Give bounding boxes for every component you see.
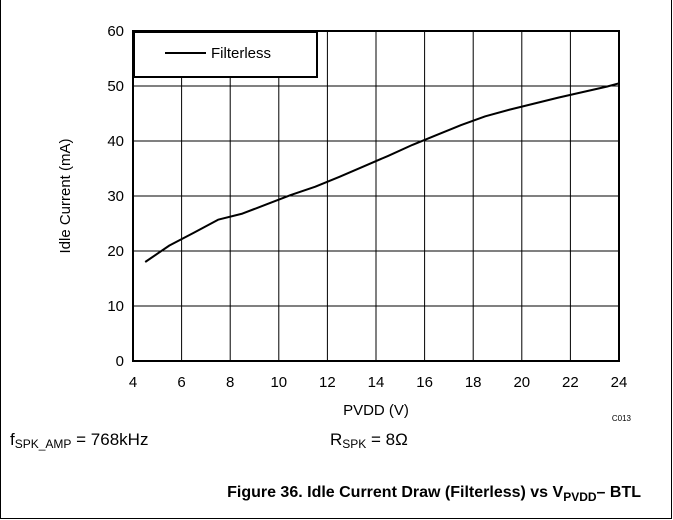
x-tick-label: 8 xyxy=(226,374,234,391)
x-tick-label: 14 xyxy=(368,374,385,391)
y-tick-label: 10 xyxy=(107,298,124,315)
caption-subscript: PVDD xyxy=(563,490,597,504)
frequency-symbol: f xyxy=(10,430,15,449)
legend: Filterless xyxy=(133,31,318,78)
x-tick-label: 10 xyxy=(270,374,287,391)
y-tick-label: 50 xyxy=(107,78,124,95)
caption-suffix: – BTL xyxy=(596,484,641,501)
y-tick-label: 30 xyxy=(107,188,124,205)
y-tick-label: 20 xyxy=(107,243,124,260)
x-tick-labels: 4 6 8 10 12 14 16 18 20 22 24 xyxy=(129,374,628,391)
series-layer xyxy=(144,82,620,263)
load-condition: RSPK = 8Ω xyxy=(330,430,408,451)
load-symbol: R xyxy=(330,430,343,449)
figure-caption: Figure 36. Idle Current Draw (Filterless… xyxy=(227,484,641,504)
x-tick-label: 4 xyxy=(129,374,137,391)
y-tick-labels: 0 10 20 30 40 50 60 xyxy=(107,23,124,370)
x-tick-label: 24 xyxy=(611,374,628,391)
y-axis-label: Idle Current (mA) xyxy=(57,138,74,253)
plot-border xyxy=(132,30,620,362)
legend-box xyxy=(133,31,318,78)
x-axis-label: PVDD (V) xyxy=(343,402,409,419)
x-tick-label: 18 xyxy=(465,374,482,391)
x-tick-label: 20 xyxy=(513,374,530,391)
y-tick-label: 0 xyxy=(116,353,124,370)
x-tick-label: 6 xyxy=(177,374,185,391)
frequency-subscript: SPK_AMP xyxy=(14,437,72,451)
legend-label: Filterless xyxy=(211,45,271,62)
x-tick-label: 12 xyxy=(319,374,336,391)
x-tick-label: 16 xyxy=(416,374,433,391)
series-line-filterless xyxy=(144,82,620,263)
frequency-condition: fSPK_AMP = 768kHz xyxy=(10,430,148,451)
load-value: = 8Ω xyxy=(366,430,408,449)
load-subscript: SPK xyxy=(342,437,367,451)
grid xyxy=(132,30,620,362)
x-tick-label: 22 xyxy=(562,374,579,391)
frequency-value: = 768kHz xyxy=(71,430,149,449)
caption-prefix: Figure 36. Idle Current Draw (Filterless… xyxy=(227,484,564,501)
y-tick-label: 40 xyxy=(107,133,124,150)
chart-code: C013 xyxy=(612,414,632,423)
y-tick-label: 60 xyxy=(107,23,124,40)
